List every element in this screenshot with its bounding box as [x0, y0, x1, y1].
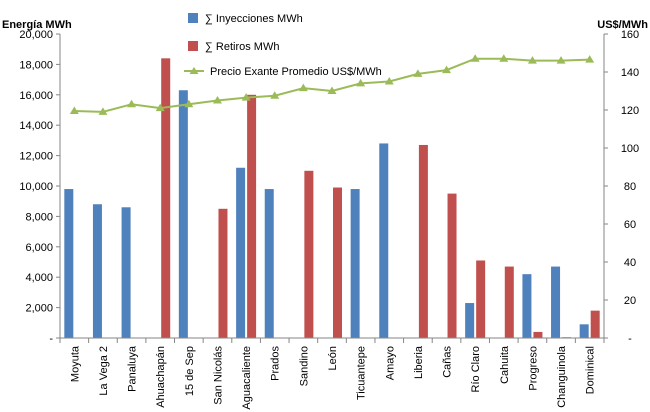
- bar-retiros: [218, 208, 228, 338]
- right-tick-label: 100: [621, 143, 639, 155]
- bar-retiros: [304, 170, 314, 338]
- bar-retiros: [533, 331, 543, 338]
- bar-inyecciones: [579, 324, 589, 338]
- price-marker: [585, 55, 595, 63]
- category-label: La Vega 2: [98, 346, 110, 396]
- bar-inyecciones: [350, 189, 360, 338]
- left-tick-label: 14,000: [19, 120, 53, 132]
- category-label: Cañas: [442, 346, 454, 378]
- bar-inyecciones: [379, 143, 389, 338]
- legend-swatch-retiros: [188, 41, 198, 51]
- category-label: Ahuachapán: [155, 346, 167, 408]
- category-label: Dominical: [585, 346, 597, 394]
- category-label: 15 de Sep: [184, 346, 196, 396]
- price-marker: [470, 54, 480, 62]
- category-label: Amayo: [384, 346, 396, 380]
- right-axis-ticks: - 20 40 60 80 100 120 140 160: [604, 29, 639, 345]
- bar-retiros: [504, 266, 514, 338]
- left-tick-label: 4,000: [25, 272, 53, 284]
- price-marker: [270, 91, 280, 99]
- price-marker: [556, 56, 566, 64]
- legend-swatch-inyecciones: [188, 13, 198, 23]
- legend: ∑ Inyecciones MWh ∑ Retiros MWh Precio E…: [184, 13, 382, 78]
- bar-retiros: [333, 187, 342, 338]
- bar-retiros: [247, 94, 257, 338]
- category-label: Liberia: [413, 345, 425, 379]
- category-label: León: [327, 346, 339, 370]
- left-tick-label: -: [49, 333, 53, 345]
- bar-inyecciones: [551, 266, 561, 338]
- bar-retiros: [590, 310, 600, 338]
- price-line: [69, 54, 595, 115]
- bar-retiros: [476, 260, 486, 338]
- bar-inyecciones: [522, 274, 532, 338]
- price-marker: [212, 96, 222, 104]
- price-marker: [442, 65, 452, 74]
- left-tick-label: 10,000: [19, 181, 53, 193]
- left-tick-label: 18,000: [19, 59, 53, 71]
- left-tick-label: 16,000: [19, 90, 53, 102]
- right-axis-title: US$/MWh: [597, 19, 648, 31]
- bar-inyecciones: [465, 303, 475, 338]
- price-marker: [499, 54, 509, 62]
- left-tick-label: 6,000: [25, 242, 53, 254]
- legend-label-precio: Precio Exante Promedio US$/MWh: [210, 66, 382, 78]
- price-marker: [413, 69, 423, 77]
- left-axis-title: Energía MWh: [2, 19, 72, 31]
- right-tick-label: -: [628, 333, 632, 345]
- category-label: Changuinola: [556, 345, 568, 408]
- price-marker: [527, 56, 537, 64]
- bar-inyecciones: [264, 189, 274, 338]
- price-marker: [384, 77, 394, 85]
- right-tick-label: 80: [624, 181, 636, 193]
- legend-label-inyecciones: ∑ Inyecciones MWh: [205, 13, 303, 25]
- left-tick-label: 12,000: [19, 151, 53, 163]
- category-label: Aguacaliente: [241, 346, 253, 410]
- bar-retiros: [418, 144, 428, 338]
- category-label: Ticuantepe: [356, 346, 368, 400]
- category-label: Moyuta: [69, 345, 81, 382]
- price-marker: [356, 78, 366, 87]
- bar-inyecciones: [64, 189, 74, 338]
- price-marker: [69, 106, 79, 114]
- category-labels: Moyuta La Vega 2 Panaluya Ahuachapán 15 de S…: [69, 345, 596, 409]
- bars: [64, 58, 600, 339]
- price-marker: [241, 93, 251, 101]
- left-tick-label: 20,000: [19, 29, 53, 41]
- price-marker: [98, 107, 108, 115]
- price-marker: [327, 86, 337, 94]
- bar-inyecciones: [92, 204, 102, 338]
- right-tick-label: 40: [624, 257, 636, 269]
- bar-inyecciones: [121, 207, 131, 338]
- bar-inyecciones: [236, 167, 246, 338]
- left-tick-label: 2,000: [25, 303, 53, 315]
- price-marker: [298, 83, 308, 92]
- category-label: Cahuita: [499, 345, 511, 384]
- category-label: San Nicolás: [212, 346, 224, 405]
- bar-inyecciones: [178, 90, 188, 339]
- category-label: Prados: [270, 346, 282, 381]
- category-label: Río Claro: [470, 346, 482, 392]
- right-tick-label: 140: [621, 67, 639, 79]
- bar-retiros: [161, 58, 171, 338]
- legend-label-retiros: ∑ Retiros MWh: [205, 41, 279, 53]
- right-tick-label: 120: [621, 105, 639, 117]
- left-tick-label: 8,000: [25, 211, 53, 223]
- legend-marker-precio: [189, 67, 199, 74]
- category-label: Panaluya: [127, 345, 139, 392]
- left-axis-ticks: - 2,000 4,000 6,000 8,000 10,000 12,000 14,000 1…: [19, 29, 60, 345]
- right-tick-label: 160: [621, 29, 639, 41]
- price-marker: [127, 99, 137, 108]
- bar-retiros: [447, 193, 457, 338]
- category-label: Progreso: [527, 346, 539, 391]
- category-label: Sandino: [298, 346, 310, 386]
- price-marker: [155, 103, 165, 112]
- right-tick-label: 20: [624, 295, 636, 307]
- right-tick-label: 60: [624, 219, 636, 231]
- price-marker: [184, 99, 194, 108]
